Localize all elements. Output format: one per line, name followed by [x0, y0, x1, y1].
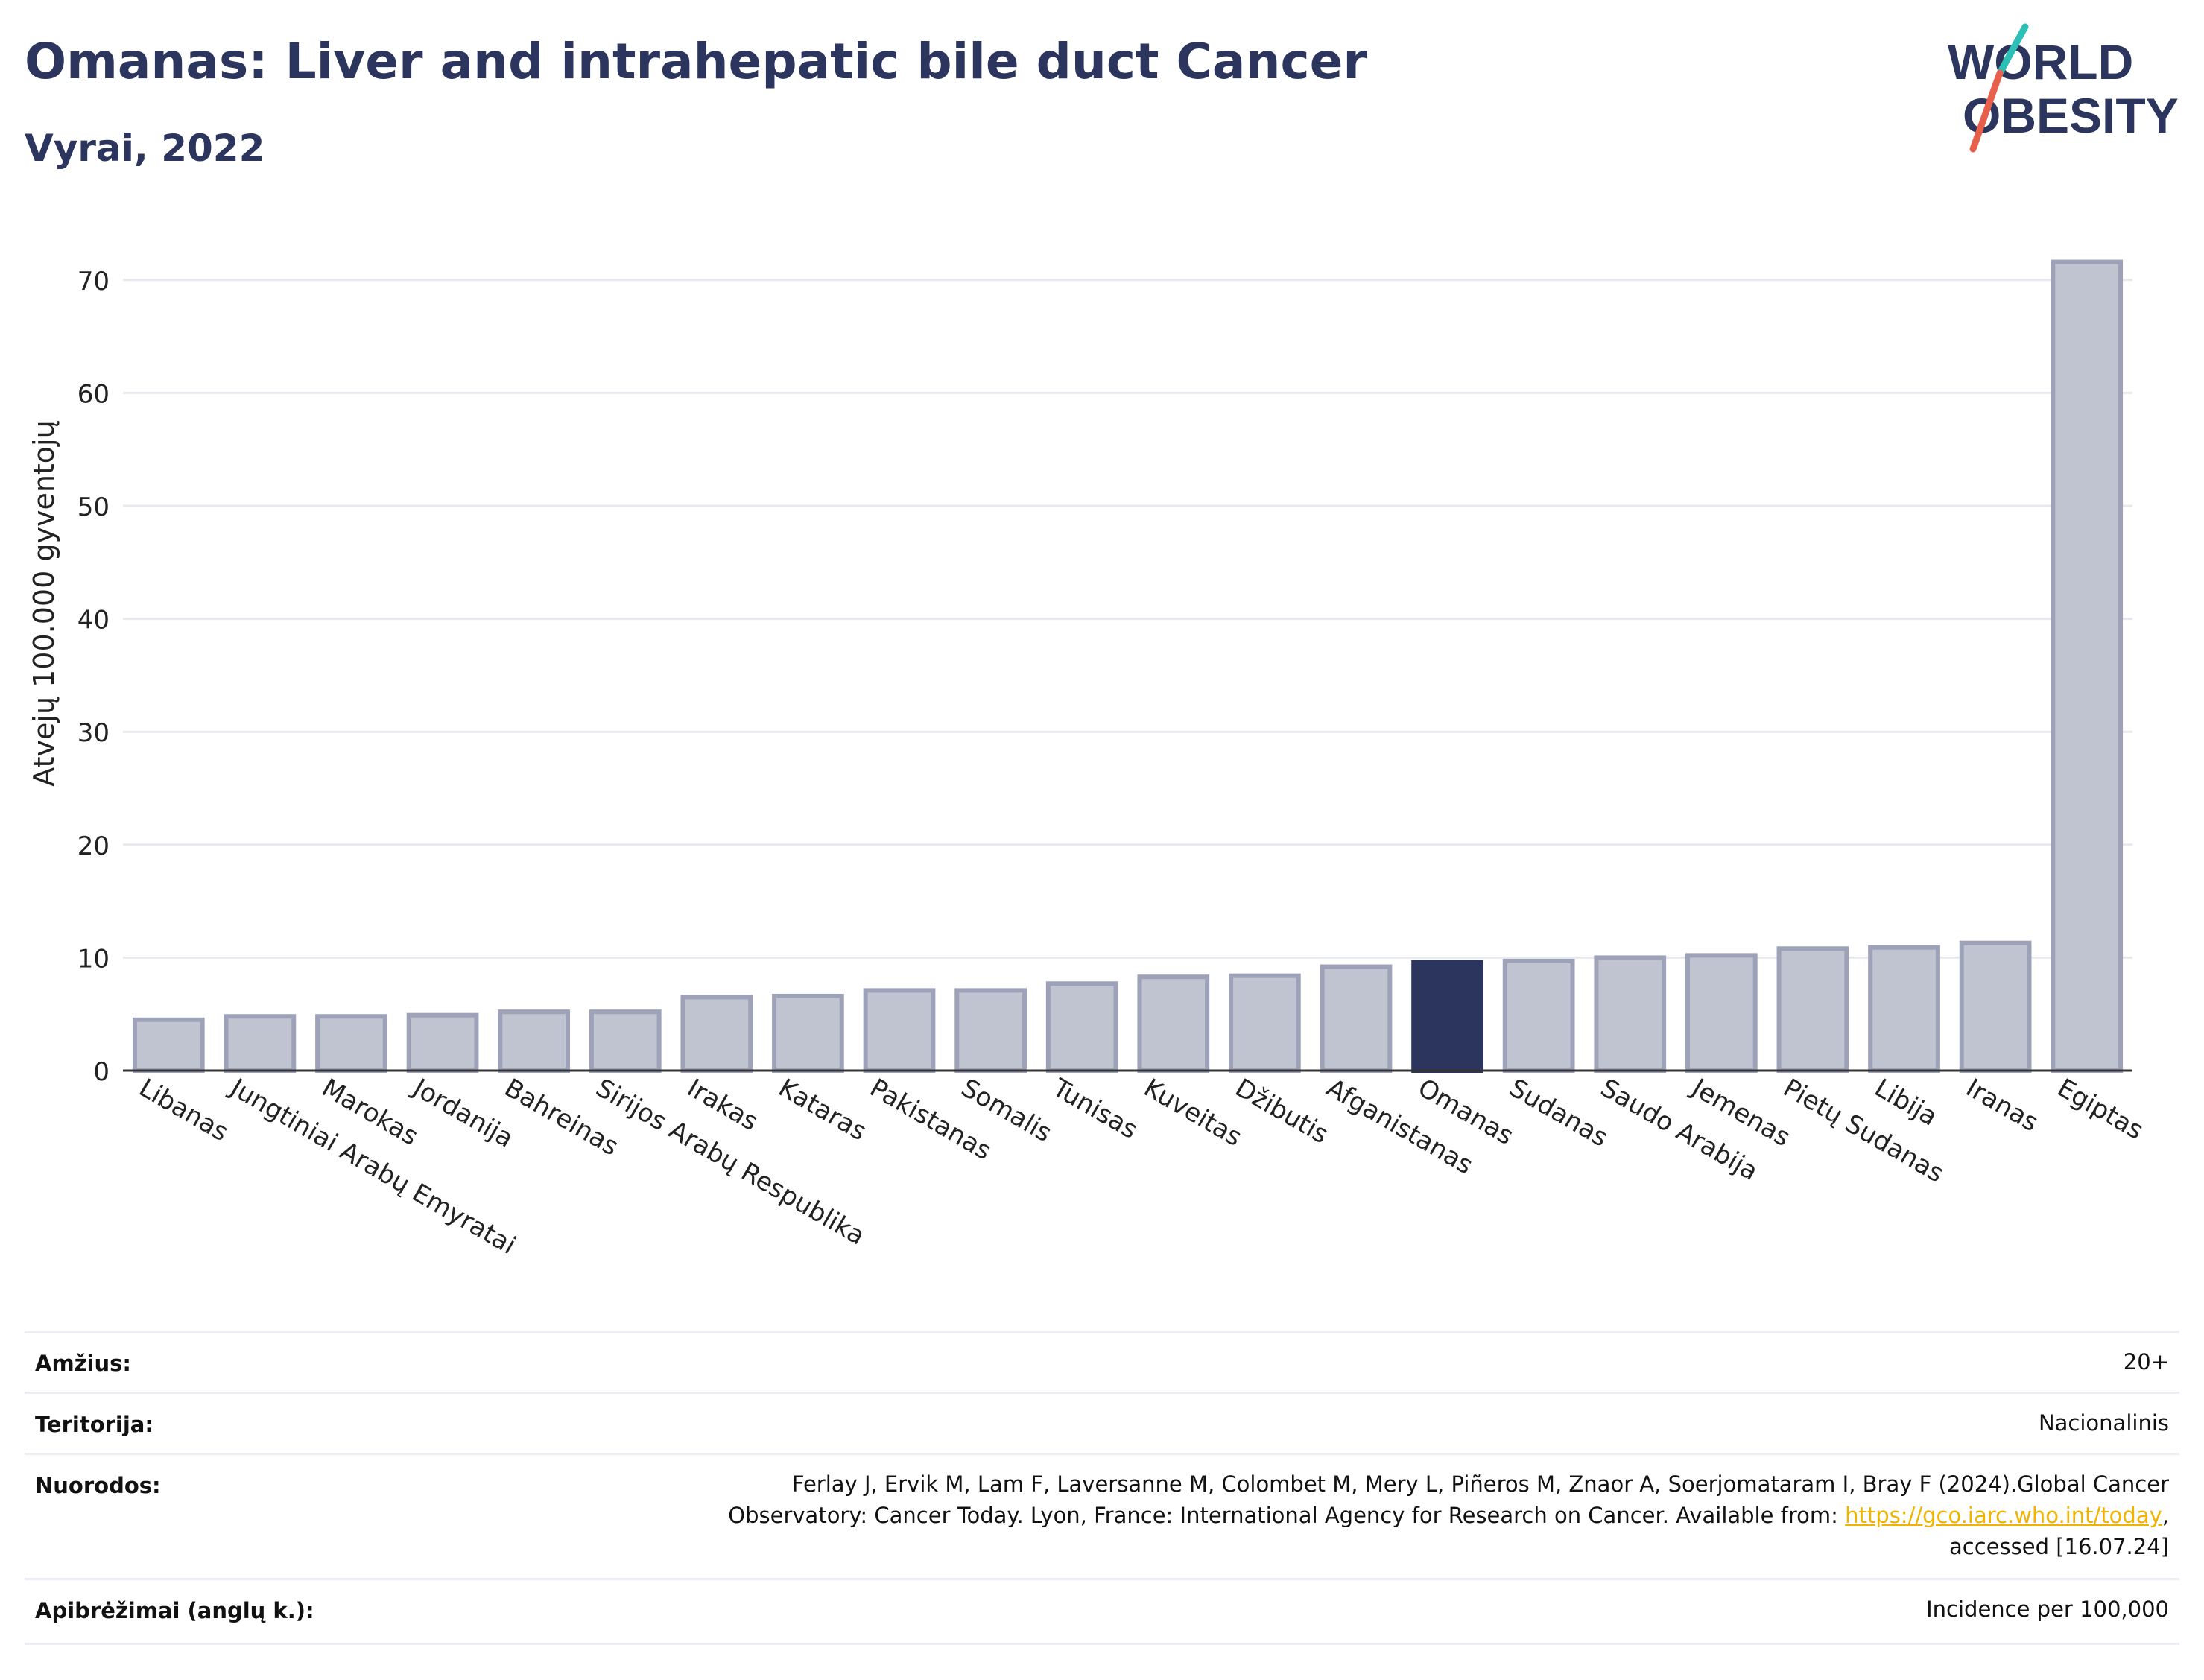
definitions-label: Apibrėžimai (anglų k.): [35, 1598, 314, 1623]
bar-4 [406, 1012, 479, 1073]
x-tick-label: Iranas [1961, 1073, 2044, 1138]
y-tick-label: 50 [77, 492, 110, 522]
y-tick-label: 70 [77, 267, 110, 297]
references-link[interactable]: https://gco.iarc.who.int/today [1845, 1503, 2162, 1528]
x-tick-label: Jordanija [407, 1072, 519, 1154]
bar-21 [1959, 940, 2032, 1074]
logo-slash-teal [1996, 23, 2029, 77]
x-tick-label: Kataras [773, 1073, 872, 1147]
references-line2-end: , [2162, 1503, 2169, 1528]
bar-10 [954, 988, 1027, 1074]
bar-19 [1776, 946, 1849, 1073]
meta-row-definitions: Apibrėžimai (anglų k.): Incidence per 10… [25, 1578, 2179, 1645]
y-tick-label: 20 [77, 831, 110, 861]
references-line3: accessed [16.07.24] [1949, 1534, 2169, 1559]
references-line1: Ferlay J, Ervik M, Lam F, Laversanne M, … [791, 1471, 2169, 1497]
references-value: Ferlay J, Ervik M, Lam F, Laversanne M, … [728, 1468, 2169, 1562]
age-value: 20+ [2123, 1349, 2169, 1375]
y-tick-label: 60 [77, 379, 110, 409]
definitions-value: Incidence per 100,000 [1926, 1597, 2169, 1622]
logo-line1: WORLD [1948, 34, 2133, 89]
bar-1 [132, 1017, 205, 1074]
age-label: Amžius: [35, 1351, 131, 1376]
meta-row-references: Nuorodos: Ferlay J, Ervik M, Lam F, Lave… [25, 1453, 2179, 1580]
x-tick-label: Sudanas [1504, 1073, 1613, 1153]
x-tick-label: Kuveitas [1139, 1073, 1247, 1153]
bar-22 [2051, 259, 2124, 1074]
y-tick-label: 40 [77, 606, 110, 635]
bar-7 [680, 995, 753, 1073]
x-tick-label: Tunisas [1047, 1073, 1143, 1145]
territory-value: Nacionalinis [2038, 1410, 2169, 1436]
territory-label: Teritorija: [35, 1412, 153, 1437]
bar-20 [1868, 945, 1940, 1073]
y-tick-label: 10 [77, 944, 110, 974]
bar-3 [315, 1014, 387, 1074]
page-subtitle: Vyrai, 2022 [25, 127, 265, 170]
world-obesity-logo: WORLD OBESITY [1948, 23, 2179, 153]
bar-11 [1045, 981, 1118, 1073]
bars [132, 259, 2124, 1074]
references-line2: Observatory: Cancer Today. Lyon, France:… [728, 1500, 2169, 1531]
bar-18 [1685, 953, 1758, 1074]
bar-15 [1411, 960, 1483, 1073]
bar-14 [1320, 964, 1393, 1073]
x-tick-label: Saudo Arabija [1595, 1073, 1763, 1187]
x-tick-label: Egiptas [2052, 1073, 2148, 1146]
bar-9 [863, 988, 936, 1074]
references-line2-text: Observatory: Cancer Today. Lyon, France:… [728, 1503, 1846, 1528]
logo-line2: OBESITY [1963, 88, 2179, 143]
y-tick-labels: 0 10 20 30 40 50 60 70 [77, 267, 110, 1087]
x-tick-label: Pietų Sudanas [1778, 1073, 1948, 1188]
meta-row-age: Amžius: 20+ [25, 1331, 2179, 1394]
grid-lines [123, 279, 2132, 959]
x-tick-label: Libanas [134, 1073, 233, 1147]
x-tick-label: Džibutis [1230, 1073, 1334, 1150]
bar-12 [1137, 974, 1210, 1073]
bar-13 [1229, 973, 1301, 1074]
logo-slash-red [1969, 69, 2004, 153]
page-title: Omanas: Liver and intrahepatic bile duct… [25, 33, 1367, 90]
y-tick-label: 0 [93, 1057, 110, 1087]
bar-6 [589, 1009, 662, 1073]
y-tick-label: 30 [77, 718, 110, 748]
y-axis-label: Atvejų 100.000 gyventojų [28, 420, 60, 786]
bar-2 [224, 1014, 297, 1074]
references-label: Nuorodos: [35, 1473, 161, 1498]
meta-row-territory: Teritorija: Nacionalinis [25, 1392, 2179, 1455]
bar-17 [1594, 955, 1667, 1074]
bar-8 [772, 993, 844, 1073]
bar-5 [498, 1009, 571, 1073]
bar-16 [1502, 958, 1575, 1073]
